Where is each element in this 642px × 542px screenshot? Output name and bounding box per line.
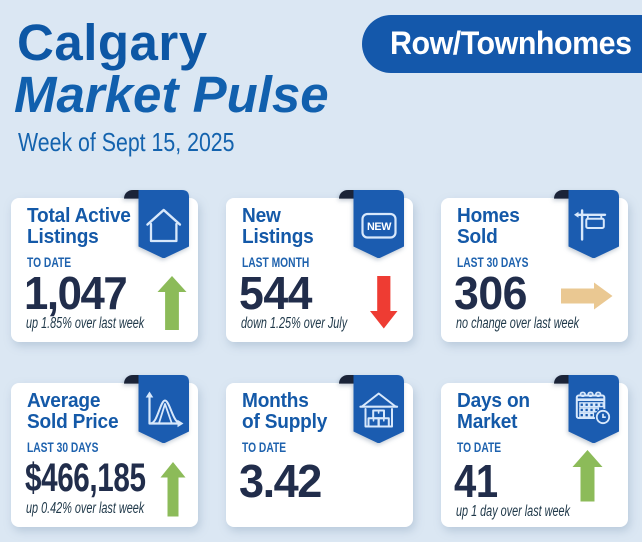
svg-text:NEW: NEW	[367, 220, 392, 232]
